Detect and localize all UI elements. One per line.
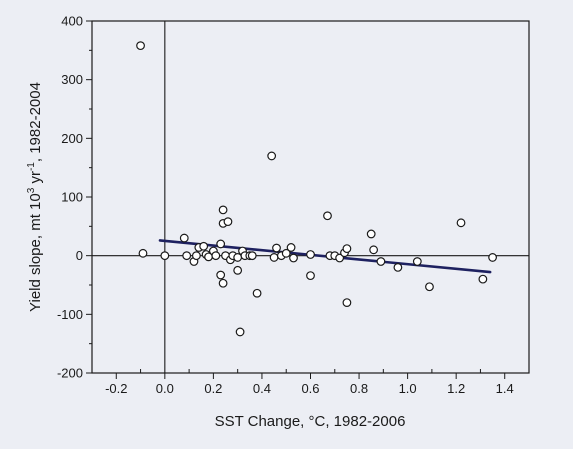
data-point bbox=[281, 248, 291, 258]
data-point bbox=[179, 233, 189, 243]
x-tick-label: -0.2 bbox=[105, 381, 127, 396]
data-point bbox=[216, 239, 226, 249]
data-point bbox=[393, 263, 403, 272]
y-axis-title-post: , 1982-2004 bbox=[27, 82, 44, 162]
data-point bbox=[182, 251, 192, 261]
data-point bbox=[160, 251, 170, 261]
y-axis-ticks: -200 -100 0 100 200 300 400 bbox=[57, 14, 92, 381]
y-axis-title-sup1: 3 bbox=[26, 187, 37, 193]
data-point bbox=[369, 245, 379, 255]
data-point bbox=[191, 251, 201, 261]
x-tick-label: 1.0 bbox=[399, 381, 417, 396]
data-point bbox=[247, 251, 257, 261]
x-tick-label: 1.2 bbox=[447, 381, 465, 396]
y-axis-title: Yield slope, mt 103 yr-1, 1982-2004 bbox=[26, 82, 44, 312]
data-point bbox=[269, 253, 279, 262]
x-tick-label: 0.0 bbox=[156, 381, 174, 396]
data-point bbox=[425, 282, 434, 292]
data-point bbox=[223, 217, 233, 227]
data-point bbox=[488, 253, 497, 262]
data-point bbox=[323, 211, 332, 221]
x-tick-label: 0.6 bbox=[301, 381, 319, 396]
data-point bbox=[267, 151, 277, 161]
data-point bbox=[211, 251, 221, 261]
y-tick-label: 400 bbox=[61, 14, 83, 29]
data-points bbox=[136, 41, 497, 337]
data-point bbox=[218, 205, 228, 215]
data-point bbox=[342, 298, 352, 308]
x-tick-label: 0.4 bbox=[253, 381, 271, 396]
y-axis-title-pre: Yield slope, mt 10 bbox=[27, 193, 44, 312]
data-point bbox=[218, 278, 228, 288]
x-tick-label: 1.4 bbox=[496, 381, 514, 396]
data-point bbox=[136, 41, 145, 51]
data-point bbox=[199, 241, 209, 251]
data-point bbox=[233, 265, 243, 275]
data-point bbox=[412, 257, 422, 266]
data-point bbox=[272, 243, 281, 253]
plot-frame bbox=[91, 20, 530, 374]
data-point bbox=[138, 248, 148, 258]
y-tick-label: 0 bbox=[76, 248, 83, 263]
data-point bbox=[286, 243, 296, 252]
data-point bbox=[342, 244, 352, 254]
trendline-group bbox=[158, 239, 492, 274]
data-point bbox=[376, 257, 386, 266]
y-tick-label: -200 bbox=[57, 366, 83, 381]
data-point bbox=[335, 253, 345, 263]
data-point bbox=[456, 218, 466, 228]
y-tick-label: 300 bbox=[61, 72, 83, 87]
x-axis-title: SST Change, °C, 1982-2006 bbox=[215, 413, 406, 430]
trendline bbox=[158, 239, 492, 274]
y-tick-label: 100 bbox=[61, 190, 83, 205]
x-tick-label: 0.8 bbox=[350, 381, 368, 396]
data-point bbox=[216, 270, 226, 280]
data-point bbox=[252, 288, 262, 298]
data-point bbox=[478, 274, 488, 284]
x-axis-ticks: -0.2 0.0 0.2 0.4 0.6 0.8 1.0 1.2 1.4 bbox=[105, 369, 514, 396]
data-point bbox=[306, 271, 315, 281]
zero-lines bbox=[92, 21, 529, 373]
y-tick-label: 200 bbox=[61, 131, 83, 146]
y-axis-title-sup2: -1 bbox=[26, 162, 37, 171]
y-axis-title-mid: yr bbox=[27, 171, 44, 188]
data-point bbox=[306, 250, 315, 259]
data-point bbox=[289, 253, 298, 263]
data-point bbox=[235, 327, 245, 337]
y-tick-label: -100 bbox=[57, 307, 83, 322]
data-point bbox=[366, 229, 376, 239]
x-tick-label: 0.2 bbox=[204, 381, 222, 396]
